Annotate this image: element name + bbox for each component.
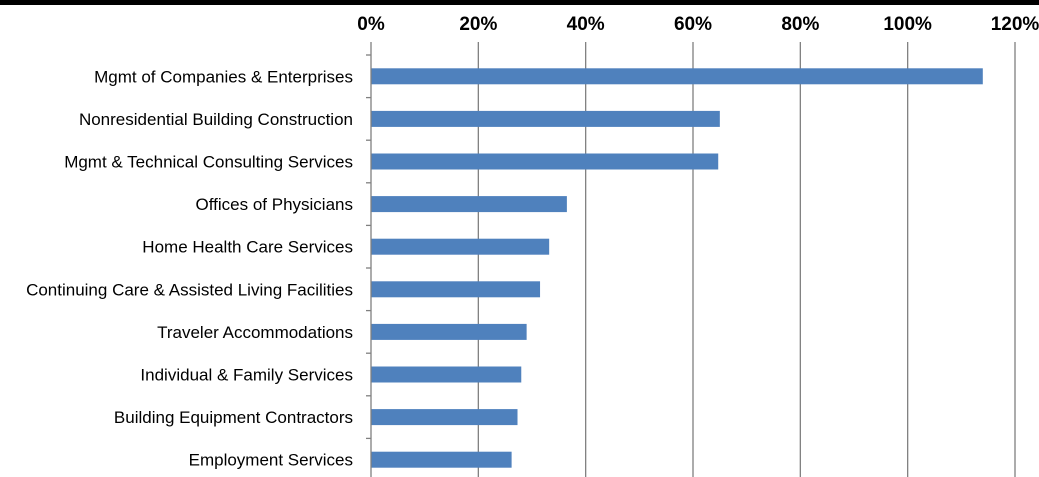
category-axis <box>366 42 372 477</box>
bar <box>371 196 567 213</box>
category-label: Mgmt & Technical Consulting Services <box>64 153 353 172</box>
bar <box>371 281 541 298</box>
category-label: Employment Services <box>189 451 353 470</box>
x-tick-label: 0% <box>357 14 385 35</box>
category-label: Home Health Care Services <box>142 238 353 257</box>
category-label: Building Equipment Contractors <box>114 408 353 427</box>
category-label: Offices of Physicians <box>196 195 353 214</box>
category-labels: Mgmt of Companies & Enterprises Nonreside… <box>26 67 353 469</box>
bar <box>371 110 720 127</box>
top-border <box>0 0 1039 5</box>
category-label: Traveler Accommodations <box>157 323 353 342</box>
bar <box>371 366 522 383</box>
x-tick-label: 20% <box>459 14 497 35</box>
bar <box>371 323 527 340</box>
bar <box>371 238 550 255</box>
x-tick-label: 120% <box>991 14 1039 35</box>
x-tick-label: 80% <box>781 14 819 35</box>
bar <box>371 451 512 468</box>
bar <box>371 68 983 85</box>
category-label: Individual & Family Services <box>140 366 353 385</box>
value-axis-ticks: 0% 20% 40% 60% 80% 100% 120% <box>357 14 1039 35</box>
x-tick-label: 40% <box>567 14 605 35</box>
category-label: Continuing Care & Assisted Living Facili… <box>26 280 353 299</box>
x-tick-label: 60% <box>674 14 712 35</box>
category-label: Mgmt of Companies & Enterprises <box>94 67 353 86</box>
x-tick-label: 100% <box>883 14 932 35</box>
bar <box>371 153 719 170</box>
bar <box>371 409 518 426</box>
grid <box>477 42 1016 477</box>
bars <box>371 68 983 468</box>
category-label: Nonresidential Building Construction <box>79 110 353 129</box>
